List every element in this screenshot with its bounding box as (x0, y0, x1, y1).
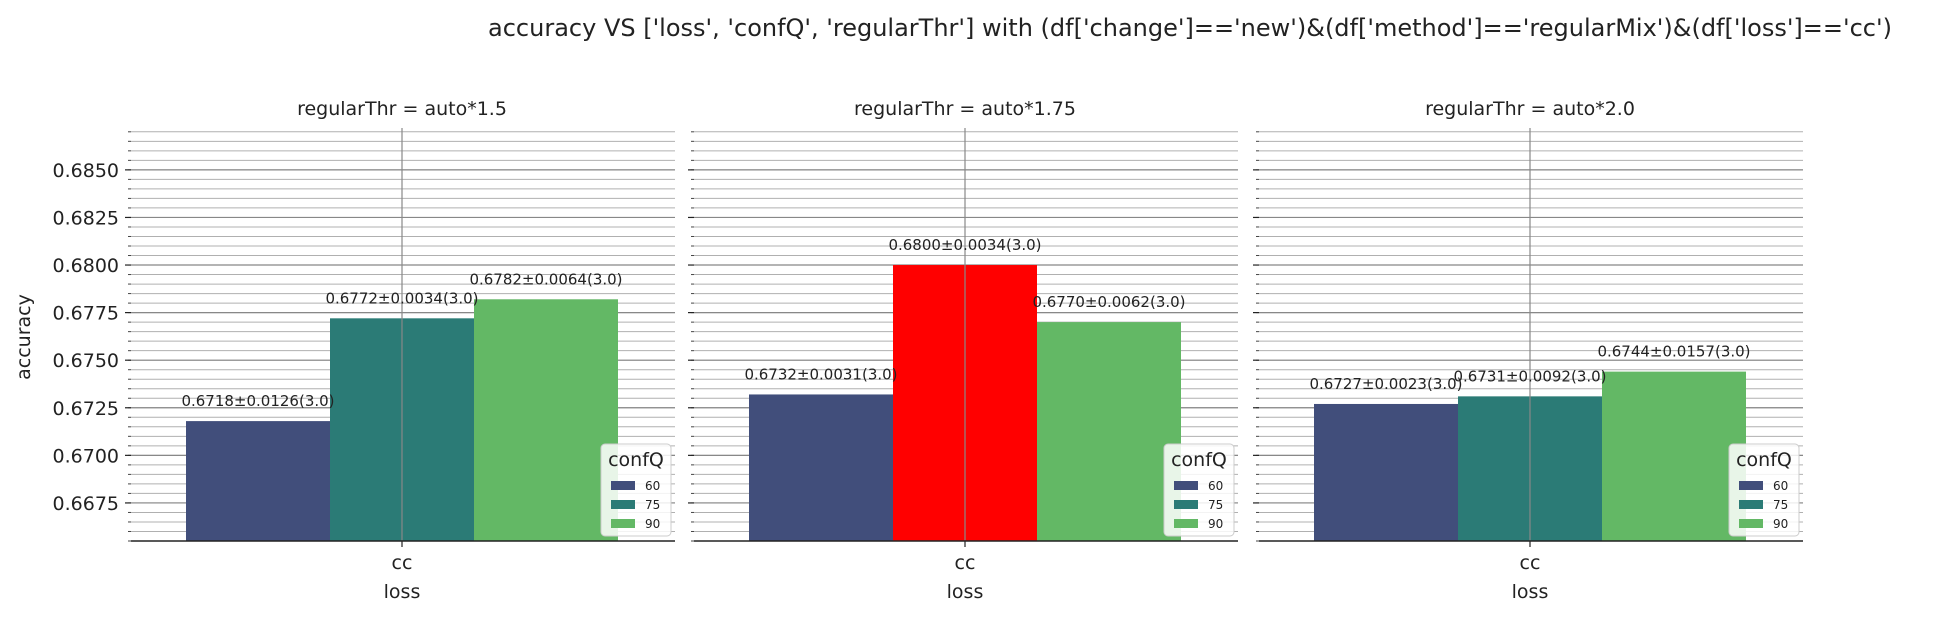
data-label: 0.6772±0.0034(3.0) (325, 289, 478, 307)
legend-label: 75 (1208, 498, 1223, 512)
data-label: 0.6800±0.0034(3.0) (888, 236, 1041, 254)
y-tick-label: 0.6825 (53, 207, 119, 229)
data-label: 0.6718±0.0126(3.0) (181, 392, 334, 410)
legend-swatch (1739, 500, 1763, 509)
panels: 0.6718±0.0126(3.0)0.6772±0.0034(3.0)0.67… (53, 98, 1803, 603)
y-tick-label: 0.6850 (53, 160, 119, 182)
legend-label: 60 (645, 479, 660, 493)
legend-title: confQ (1736, 449, 1792, 471)
x-axis-label: loss (384, 581, 421, 603)
legend-label: 60 (1208, 479, 1223, 493)
legend-label: 90 (1773, 517, 1788, 531)
y-tick-label: 0.6750 (53, 350, 119, 372)
legend-box (600, 443, 672, 537)
legend-swatch (611, 500, 635, 509)
data-label: 0.6727±0.0023(3.0) (1309, 375, 1462, 393)
bar-confq-60 (186, 421, 330, 541)
x-axis-label: loss (947, 581, 984, 603)
legend-label: 90 (1208, 517, 1223, 531)
panel-1: 0.6718±0.0126(3.0)0.6772±0.0034(3.0)0.67… (53, 98, 675, 603)
chart-title: accuracy VS ['loss', 'confQ', 'regularTh… (488, 14, 1892, 42)
y-tick-label: 0.6700 (53, 445, 119, 467)
legend: confQ 60 75 90 (1728, 443, 1800, 537)
y-tick-label: 0.6800 (53, 255, 119, 277)
data-label: 0.6731±0.0092(3.0) (1453, 367, 1606, 385)
legend: confQ 60 75 90 (600, 443, 672, 537)
x-tick-label: cc (1520, 552, 1541, 574)
data-label: 0.6770±0.0062(3.0) (1032, 293, 1185, 311)
x-tick-label: cc (955, 552, 976, 574)
panel-title: regularThr = auto*1.5 (297, 98, 507, 120)
panel-title: regularThr = auto*2.0 (1425, 98, 1635, 120)
legend-swatch (611, 481, 635, 490)
legend-title: confQ (608, 449, 664, 471)
x-axis-label: loss (1512, 581, 1549, 603)
legend-label: 60 (1773, 479, 1788, 493)
legend-label: 90 (645, 517, 660, 531)
legend-swatch (1174, 481, 1198, 490)
legend-swatch (1174, 500, 1198, 509)
x-tick-label: cc (392, 552, 413, 574)
bar-confq-90 (474, 299, 618, 541)
legend-box (1728, 443, 1800, 537)
y-tick-label: 0.6775 (53, 303, 119, 325)
bar-confq-90 (1602, 371, 1746, 541)
legend-swatch (1174, 519, 1198, 528)
legend-swatch (1739, 519, 1763, 528)
bar-confq-90 (1037, 322, 1181, 541)
y-tick-label: 0.6675 (53, 493, 119, 515)
panel-title: regularThr = auto*1.75 (854, 98, 1076, 120)
legend-label: 75 (1773, 498, 1788, 512)
legend: confQ 60 75 90 (1163, 443, 1235, 537)
legend-swatch (1739, 481, 1763, 490)
bar-confq-60 (749, 394, 893, 541)
legend-title: confQ (1171, 449, 1227, 471)
y-axis-label: accuracy (13, 294, 35, 380)
panel-3: 0.6727±0.0023(3.0)0.6731±0.0092(3.0) 0.67… (1253, 98, 1803, 603)
panel-2: 0.6732±0.0031(3.0) 0.6800±0.0034(3.0) 0.67… (688, 98, 1238, 603)
data-label: 0.6732±0.0031(3.0) (744, 365, 897, 383)
legend-label: 75 (645, 498, 660, 512)
legend-swatch (611, 519, 635, 528)
legend-box (1163, 443, 1235, 537)
bar-confq-60 (1314, 403, 1458, 541)
y-tick-label: 0.6725 (53, 398, 119, 420)
data-label: 0.6744±0.0157(3.0) (1597, 343, 1750, 361)
data-label: 0.6782±0.0064(3.0) (469, 270, 622, 288)
